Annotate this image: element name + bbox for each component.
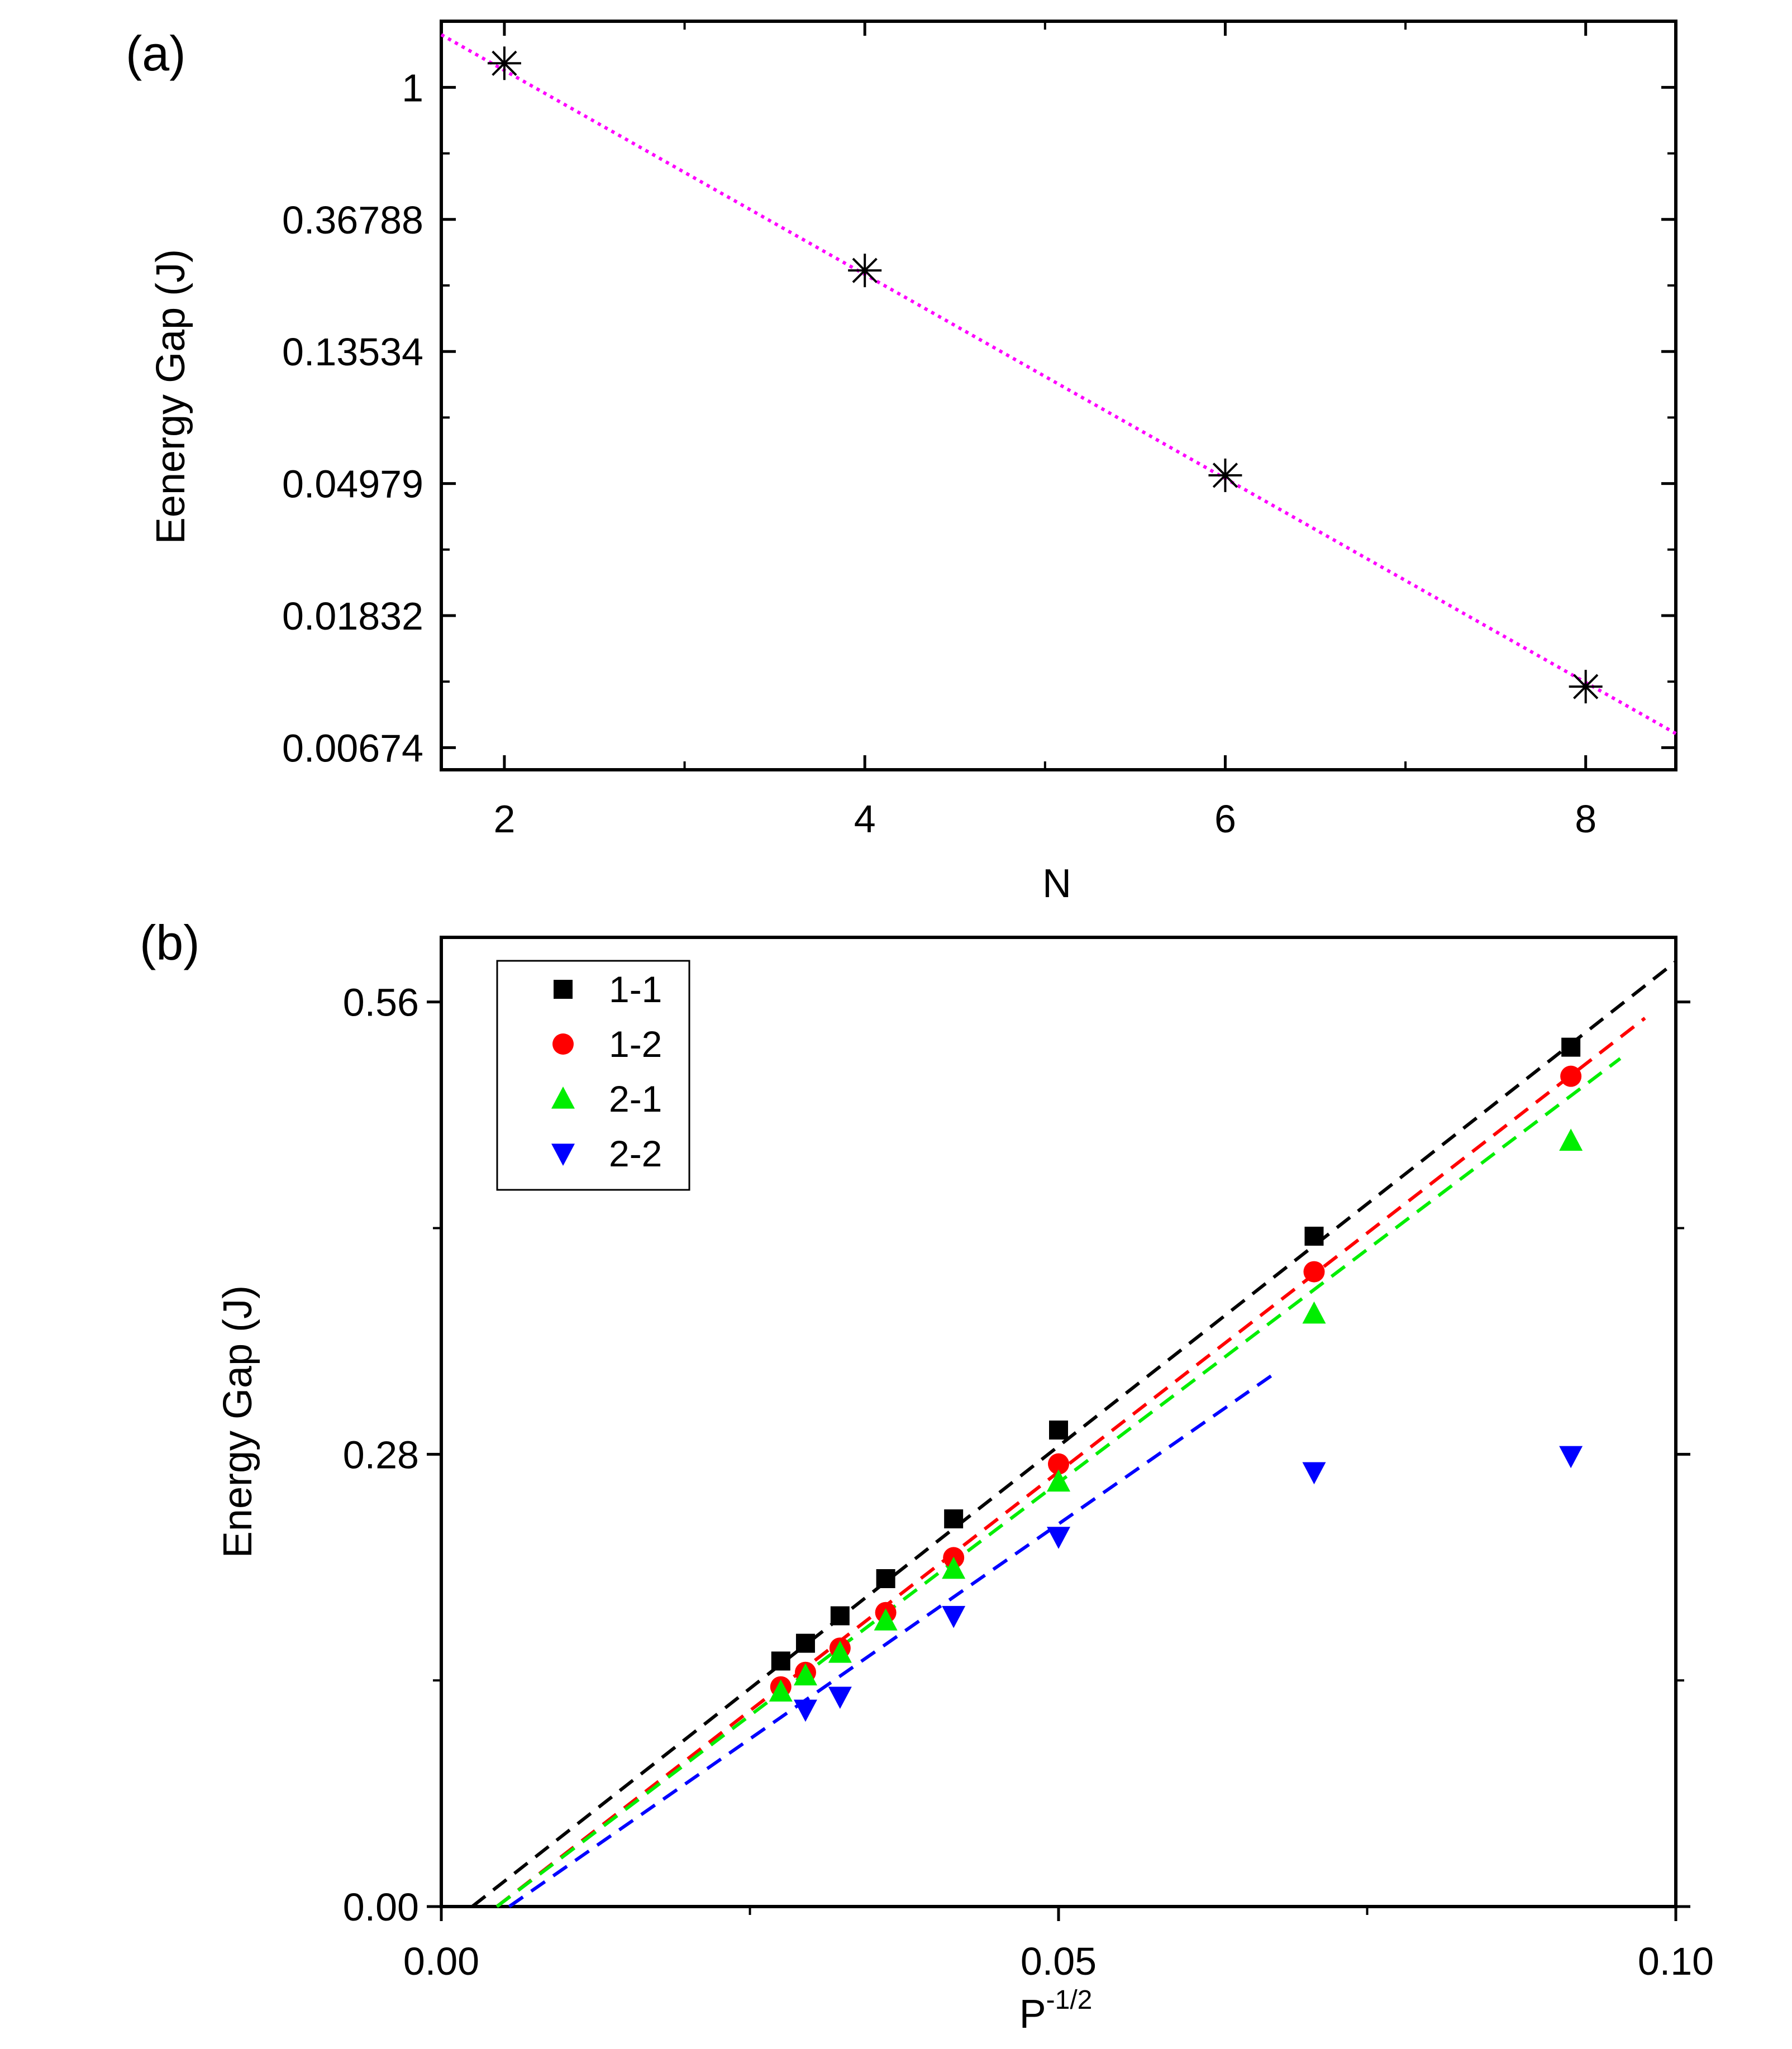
- panel-a-y-tick-label: 0.36788: [282, 198, 423, 242]
- data-point-2-1: [874, 1608, 898, 1631]
- panel-a-x-tick-label: 2: [493, 797, 515, 841]
- panel-b-y-tick-label: 0.56: [343, 981, 419, 1024]
- panel-a-data-point: [1208, 458, 1242, 492]
- legend-marker-1-1: [554, 980, 573, 999]
- panel-a-y-tick-label: 0.01832: [282, 594, 423, 638]
- panel-a-fit-layer: [440, 33, 1677, 735]
- panel-b-x-label-base: P: [1019, 1992, 1046, 2037]
- legend-marker-1-2: [552, 1033, 574, 1055]
- panel-a-y-axis-label: Eenergy Gap (J): [149, 249, 193, 544]
- data-point-2-2: [1047, 1527, 1070, 1549]
- panel-a-y-tick-label: 0.04979: [282, 463, 423, 506]
- legend: 1-1 1-2 2-1 2-2: [496, 960, 690, 1191]
- data-point-2-2: [1302, 1462, 1326, 1485]
- data-point-2-1: [828, 1641, 852, 1663]
- data-point-2-2: [828, 1686, 852, 1709]
- panel-b: (b) 0.00 0.05 0.10 0.00 0.28 0.56 1-1 1-2 2-1…: [140, 915, 1714, 2037]
- legend-box: [496, 960, 690, 1191]
- panel-a-x-axis-label: N: [1042, 861, 1071, 906]
- panel-a-x-tick-label: 6: [1214, 797, 1236, 841]
- data-point-2-1: [1559, 1128, 1583, 1151]
- data-point-1-1: [944, 1509, 964, 1528]
- data-point-2-2: [793, 1699, 817, 1722]
- panel-b-ticks: 0.00 0.05 0.10 0.00 0.28 0.56: [343, 981, 1714, 1983]
- data-point-2-1: [769, 1679, 793, 1702]
- panel-b-y-tick-label: 0.00: [343, 1885, 419, 1929]
- panel-a-y-tick-label: 0.00674: [282, 726, 423, 770]
- data-point-1-2: [1303, 1261, 1325, 1283]
- data-point-1-2: [1560, 1065, 1582, 1087]
- fit-line-2-2: [508, 1372, 1276, 1908]
- fit-line-1-1: [471, 960, 1677, 1908]
- data-point-1-1: [1304, 1226, 1324, 1246]
- panel-b-x-tick-label: 0.10: [1638, 1940, 1714, 1983]
- legend-marker-2-2: [551, 1143, 575, 1166]
- panel-b-y-tick-label: 0.28: [343, 1433, 419, 1476]
- data-point-1-1: [876, 1569, 895, 1588]
- data-point-2-1: [942, 1556, 966, 1579]
- data-point-1-1: [1561, 1037, 1581, 1057]
- legend-label-2-2: 2-2: [609, 1133, 662, 1174]
- panel-b-x-label-superscript: -1/2: [1046, 1985, 1093, 2015]
- panel-b-points: [769, 1037, 1583, 1722]
- panel-a-fit-line: [440, 33, 1677, 735]
- data-point-1-1: [771, 1651, 790, 1671]
- panel-a-data-point: [848, 254, 882, 288]
- panel-a-x-tick-label: 8: [1575, 797, 1596, 841]
- legend-label-1-1: 1-1: [609, 969, 662, 1010]
- panel-b-label: (b): [140, 915, 200, 970]
- data-point-2-1: [793, 1663, 817, 1686]
- data-point-1-2: [1048, 1453, 1069, 1475]
- fit-line-1-2: [495, 1017, 1646, 1908]
- panel-b-x-axis-label: P-1/2: [1019, 1985, 1093, 2037]
- panel-a-y-tick-label: 0.13534: [282, 330, 423, 374]
- panel-a-points: [487, 46, 1603, 704]
- panel-a-x-tick-label: 4: [854, 797, 876, 841]
- data-point-2-1: [1302, 1301, 1326, 1324]
- data-point-2-2: [942, 1605, 966, 1628]
- panel-a-label: (a): [126, 26, 186, 81]
- panel-b-x-tick-label: 0.00: [403, 1940, 479, 1983]
- panel-a-data-point: [487, 46, 521, 80]
- data-point-2-1: [1047, 1469, 1070, 1492]
- panel-b-y-axis-label: Energy Gap (J): [216, 1285, 260, 1558]
- data-point-2-2: [1559, 1446, 1583, 1469]
- legend-markers: [551, 980, 575, 1166]
- data-point-1-1: [830, 1606, 850, 1626]
- data-point-1-1: [1049, 1420, 1068, 1440]
- panel-a-y-tick-label: 1: [402, 66, 423, 109]
- legend-label-2-1: 2-1: [609, 1078, 662, 1119]
- legend-marker-2-1: [551, 1087, 575, 1109]
- panel-a-frame: [440, 20, 1677, 771]
- legend-label-1-2: 1-2: [609, 1023, 662, 1065]
- panel-a-data-point: [1569, 670, 1603, 704]
- data-point-1-1: [795, 1633, 815, 1653]
- panel-b-x-tick-label: 0.05: [1021, 1940, 1097, 1983]
- panel-a-ticks: 2 4 6 8 1 0.36788 0.13534 0.04979 0.01832 0.00674: [282, 21, 1676, 841]
- panel-a: (a) 2 4 6 8 1 0.36788 0.13534 0.04979 0.01832 0.0…: [126, 20, 1677, 906]
